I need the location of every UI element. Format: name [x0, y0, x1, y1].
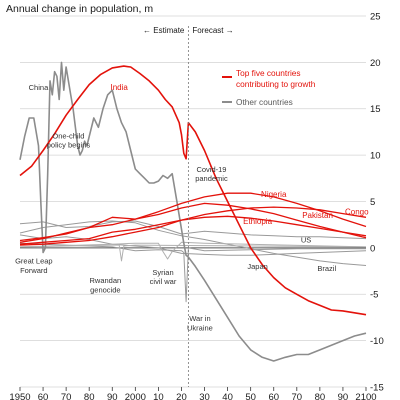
- annotation-one-child: One-child: [52, 131, 84, 140]
- chart-title: Annual change in population, m: [6, 3, 153, 15]
- legend-label-top-line1: Top five countries: [236, 68, 301, 78]
- annotation-us: US: [301, 235, 311, 244]
- series-line-india: [19, 65, 367, 316]
- legend-label-top: Top five countries contributing to growth: [236, 68, 316, 89]
- annotation-pakistan: Pakistan: [302, 211, 333, 220]
- series-line-rwanda: [19, 244, 367, 262]
- x-tick-label: 80: [315, 392, 326, 400]
- annotation-war-in: War in: [189, 314, 210, 323]
- x-tick-label: 50: [245, 392, 256, 400]
- annotation-rwandan: Rwandan: [89, 276, 121, 285]
- grid-lines: [20, 15, 366, 388]
- y-tick-label: 15: [370, 104, 381, 115]
- legend-label-other: Other countries: [236, 97, 293, 107]
- annotation-forward: Forward: [20, 266, 48, 275]
- x-tick-label: 2100: [355, 392, 376, 400]
- x-axis-ticks: 1950 60 70 80 90 2000 10 20 30 40 50 60 70 80 90 2100: [9, 387, 377, 400]
- y-tick-label: 10: [370, 151, 381, 162]
- series-lines: [19, 61, 367, 362]
- annotation-india: India: [111, 83, 129, 92]
- annotation-congo: Congo: [345, 207, 369, 216]
- annotation-pandemic: pandemic: [195, 174, 228, 183]
- legend-label-top-line2: contributing to growth: [236, 79, 316, 89]
- series-line-pakistan: [19, 202, 367, 243]
- x-tick-label: 90: [338, 392, 349, 400]
- legend: Top five countries contributing to growth…: [222, 68, 316, 107]
- phase-labels: ← Estimate Forecast →: [143, 26, 234, 35]
- y-tick-label: 0: [370, 243, 375, 254]
- series-line-japan: [19, 234, 367, 256]
- series-line-us: [19, 220, 367, 240]
- x-tick-label: 80: [84, 392, 95, 400]
- x-tick-label: 2000: [125, 392, 146, 400]
- annotation-great-leap: Great Leap: [15, 257, 53, 266]
- background-country-lines: [19, 220, 367, 303]
- y-tick-label: 25: [370, 11, 381, 22]
- annotation-ethiopia: Ethiopia: [243, 217, 272, 226]
- y-tick-label: 20: [370, 58, 381, 69]
- x-tick-label: 10: [153, 392, 164, 400]
- annotation-covid-19: Covid-19: [196, 165, 226, 174]
- annotation-japan: Japan: [247, 262, 267, 271]
- y-tick-label: -15: [370, 382, 384, 393]
- phase-label-estimate: ← Estimate: [143, 26, 185, 35]
- x-tick-label: 90: [107, 392, 118, 400]
- annotation-civil-war: civil war: [150, 277, 177, 286]
- x-tick-label: 60: [38, 392, 49, 400]
- annotation-china: China: [29, 83, 49, 92]
- series-line-ukraine: [19, 242, 366, 303]
- series-line-ethiopia: [19, 215, 367, 245]
- annotation-ukraine: Ukraine: [187, 323, 213, 332]
- y-tick-label: -5: [370, 290, 378, 301]
- x-tick-label: 40: [222, 392, 233, 400]
- y-tick-label: -10: [370, 336, 384, 347]
- y-tick-label: 5: [370, 197, 375, 208]
- annotation-brazil: Brazil: [317, 264, 336, 273]
- x-tick-label: 1950: [9, 392, 30, 400]
- annotation-syrian: Syrian: [152, 268, 173, 277]
- series-line-syria: [19, 241, 367, 260]
- x-tick-label: 60: [268, 392, 279, 400]
- phase-label-forecast: Forecast →: [192, 26, 233, 35]
- series-line-congo: [19, 206, 367, 246]
- y-axis-ticks: 25 20 15 10 5 0 -5 -10 -15: [370, 11, 384, 393]
- annotation-nigeria: Nigeria: [261, 190, 287, 199]
- x-tick-label: 70: [61, 392, 72, 400]
- x-tick-label: 30: [199, 392, 210, 400]
- annotation-genocide: genocide: [90, 285, 120, 294]
- x-tick-label: 20: [176, 392, 187, 400]
- annotation-policy-begins: policy begins: [47, 141, 91, 150]
- series-line-brazil: [19, 220, 367, 266]
- x-tick-label: 70: [292, 392, 303, 400]
- series-line-china: [19, 61, 367, 362]
